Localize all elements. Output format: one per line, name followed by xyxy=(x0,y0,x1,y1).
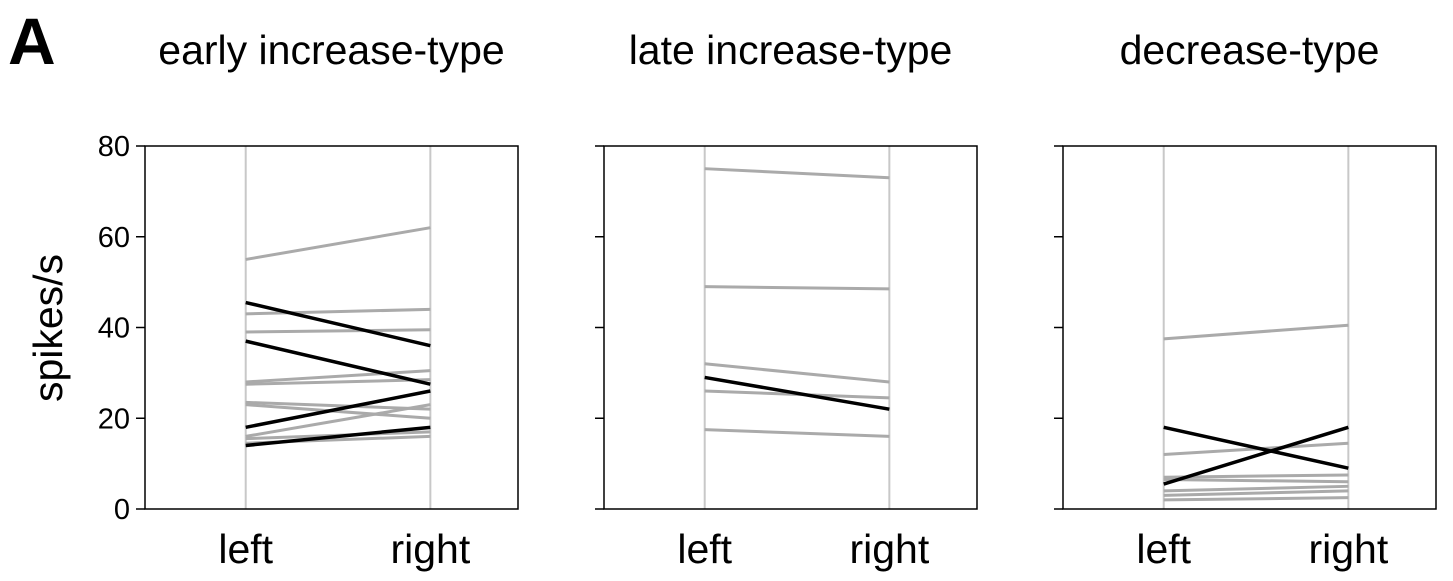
series-line-5 xyxy=(704,375,890,411)
series-line-3 xyxy=(1163,478,1349,484)
panel-letter: A xyxy=(8,4,56,78)
series-line-7 xyxy=(245,403,431,438)
series-line-1 xyxy=(704,285,890,291)
y-tick-label: 20 xyxy=(98,403,130,435)
x-category-label-left: left xyxy=(218,526,273,572)
y-tick-label: 40 xyxy=(98,313,130,345)
series-line-4 xyxy=(704,428,890,438)
x-category-label-right: right xyxy=(1308,526,1388,572)
series-line-12 xyxy=(245,389,431,430)
series-line-8 xyxy=(1163,425,1349,486)
series-line-4 xyxy=(1163,484,1349,493)
series-line-5 xyxy=(1163,489,1349,497)
series-line-0 xyxy=(704,167,890,180)
plot-frame xyxy=(144,145,519,510)
series-line-6 xyxy=(1163,496,1349,502)
series-line-10 xyxy=(245,300,431,348)
x-category-label-left: left xyxy=(677,526,732,572)
series-line-3 xyxy=(245,369,431,384)
series-line-4 xyxy=(245,378,431,386)
series-line-1 xyxy=(245,307,431,316)
x-category-label-right: right xyxy=(849,526,929,572)
series-line-2 xyxy=(704,362,890,384)
series-line-2 xyxy=(245,328,431,334)
series-line-11 xyxy=(245,339,431,386)
chart-panel-1: late increase-type left right xyxy=(595,27,978,572)
series-line-2 xyxy=(1163,473,1349,479)
chart-panel-2: decrease-type left right xyxy=(1054,27,1437,572)
series-line-5 xyxy=(245,400,431,411)
series-line-13 xyxy=(245,425,431,448)
panel-title: decrease-type xyxy=(1120,27,1380,73)
x-category-label-right: right xyxy=(390,526,470,572)
series-line-0 xyxy=(1163,323,1349,341)
plot-frame xyxy=(603,145,978,510)
series-line-7 xyxy=(1163,425,1349,470)
panel-title: late increase-type xyxy=(629,27,953,73)
y-axis-title: spikes/s xyxy=(25,254,71,402)
panel-title: early increase-type xyxy=(158,27,504,73)
x-category-label-left: left xyxy=(1136,526,1191,572)
y-tick-label: 80 xyxy=(98,131,130,163)
series-line-0 xyxy=(245,226,431,261)
plot-frame xyxy=(1062,145,1437,510)
y-tick-label: 60 xyxy=(98,222,130,254)
y-tick-label: 0 xyxy=(114,494,130,526)
chart-panel-0: early increase-type 0 20 40 60 80 left right xyxy=(98,27,519,572)
series-line-6 xyxy=(245,403,431,420)
